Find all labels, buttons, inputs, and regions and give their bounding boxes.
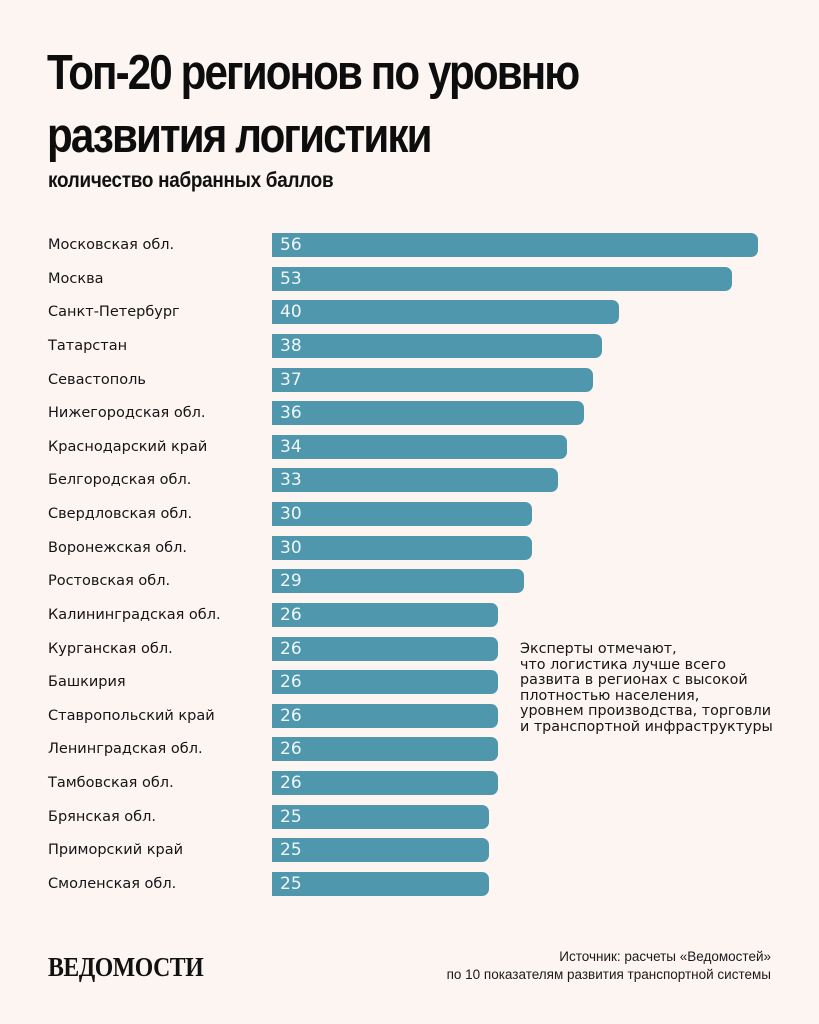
bar [272,805,489,829]
bar-value-label: 26 [280,739,302,759]
bar [272,872,489,896]
bar [272,536,533,560]
chart-title: Топ-20 регионов по уровню развития логис… [47,42,683,168]
category-label: Москва [48,271,104,287]
bar-value-label: 36 [280,403,302,423]
bar [272,334,602,358]
source-line-2: по 10 показателям развития транспортной … [446,967,771,982]
bar-value-label: 26 [280,605,302,625]
bar-value-label: 25 [280,807,302,827]
bar [272,637,498,661]
chart-subtitle: количество набранных баллов [48,169,334,192]
bar-value-label: 29 [280,571,302,591]
bar-value-label: 56 [280,235,302,255]
category-label: Калининградская обл. [48,607,221,623]
category-label: Брянская обл. [48,809,156,825]
category-label: Краснодарский край [48,439,208,455]
bar-value-label: 38 [280,336,302,356]
note-line: и транспортной инфраструктуры [520,718,773,735]
category-label: Смоленская обл. [48,876,177,892]
category-label: Московская обл. [48,237,175,253]
bar [272,368,594,392]
category-label: Севастополь [48,372,146,388]
bar-value-label: 26 [280,639,302,659]
bar-value-label: 25 [280,874,302,894]
category-label: Башкирия [48,674,126,690]
bar [272,771,498,795]
vedomosti-logo: ВЕДОМОСТИ [48,952,204,982]
note-line: что логистика лучше всего [520,656,726,673]
category-label: Ставропольский край [48,708,215,724]
category-label: Курганская обл. [48,641,173,657]
bar [272,704,498,728]
category-label: Ленинградская обл. [48,741,203,757]
source-line-1: Источник: расчеты «Ведомостей» [559,949,771,964]
bar [272,569,524,593]
bar [272,670,498,694]
bar-value-label: 26 [280,773,302,793]
title-line-1: Топ-20 регионов по уровню [47,46,580,100]
source-note: Источник: расчеты «Ведомостей» по 10 пок… [447,948,771,984]
note-line: Эксперты отмечают, [520,641,677,657]
bar-value-label: 34 [280,437,302,457]
category-label: Татарстан [48,338,128,354]
bar-value-label: 40 [280,302,302,322]
category-label: Тамбовская обл. [48,775,174,791]
category-label: Нижегородская обл. [48,405,206,421]
bar [272,267,732,291]
note-line: плотностью населения, [520,687,700,704]
bar-value-label: 26 [280,706,302,726]
note-line: развита в регионах с высокой [520,672,748,689]
bar [272,435,568,459]
bar [272,603,498,627]
bar [272,502,533,526]
category-label: Ростовская обл. [48,573,171,589]
bar [272,737,498,761]
bar-value-label: 30 [280,504,302,524]
bar-value-label: 37 [280,370,302,390]
bar [272,468,559,492]
bar-value-label: 33 [280,470,302,490]
annotation-note: Эксперты отмечают, что логистика лучше в… [520,641,800,736]
note-line: уровнем производства, торговли [520,703,772,720]
category-label: Свердловская обл. [48,506,193,522]
bar-value-label: 26 [280,672,302,692]
bar [272,233,758,257]
category-label: Приморский край [48,842,184,858]
category-label: Санкт-Петербург [48,304,180,320]
bar-value-label: 30 [280,538,302,558]
bar-value-label: 25 [280,840,302,860]
bar [272,300,620,324]
bar [272,838,489,862]
bar-value-label: 53 [280,269,302,289]
category-label: Белгородская обл. [48,472,192,488]
category-label: Воронежская обл. [48,540,187,556]
bar [272,401,585,425]
title-line-2: развития логистики [47,109,433,163]
